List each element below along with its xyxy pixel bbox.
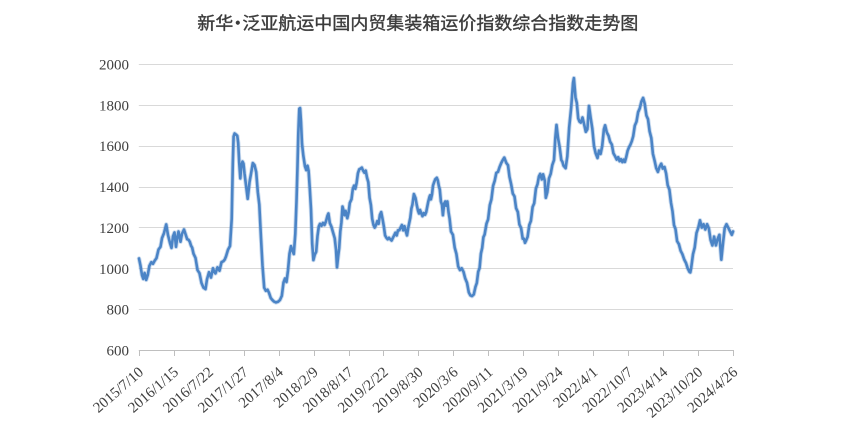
svg-text:800: 800 <box>107 303 130 319</box>
svg-text:1000: 1000 <box>99 262 129 278</box>
svg-text:600: 600 <box>107 344 130 360</box>
svg-text:1800: 1800 <box>99 98 129 114</box>
svg-text:2000: 2000 <box>99 58 129 74</box>
svg-text:1200: 1200 <box>99 221 129 237</box>
svg-text:1400: 1400 <box>99 180 129 196</box>
svg-text:1600: 1600 <box>99 139 129 155</box>
